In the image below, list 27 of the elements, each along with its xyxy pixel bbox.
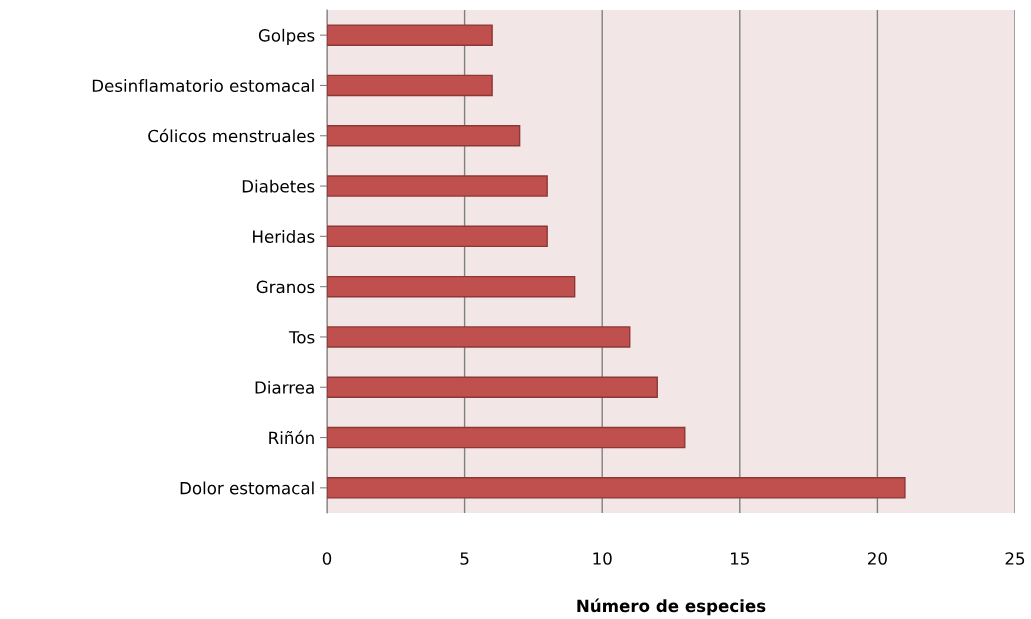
bar [327, 225, 548, 248]
x-tick-label: 25 [1005, 552, 1025, 565]
bar [327, 275, 576, 298]
bar [327, 124, 521, 147]
y-tick-label: Dolor estomacal [180, 481, 314, 495]
x-tick-label: 20 [868, 552, 887, 565]
x-axis-title: Número de especies [577, 598, 766, 616]
y-tick-label: Heridas [253, 230, 315, 243]
y-tick-label: Diabetes [242, 179, 315, 193]
bar [327, 175, 548, 197]
x-tick-label: 5 [460, 552, 469, 565]
x-tick-label: 0 [322, 552, 332, 565]
bar [327, 426, 686, 449]
y-tick-label: Diarrea [255, 380, 314, 394]
bar [327, 326, 631, 348]
y-tick-label: Tos [288, 331, 315, 344]
y-tick-label: Riñón [269, 430, 314, 445]
bar [327, 74, 493, 97]
bar [327, 24, 493, 46]
x-tick-label: 10 [593, 552, 612, 565]
x-tick-label: 15 [731, 552, 749, 565]
bar [327, 477, 906, 499]
bar [327, 376, 658, 399]
y-tick-label: Cólicos menstruales [148, 128, 315, 143]
y-tick-label: Granos [256, 280, 315, 294]
y-tick-label: Desinflamatorio estomacal [92, 79, 314, 93]
y-tick-label: Golpes [258, 28, 315, 45]
